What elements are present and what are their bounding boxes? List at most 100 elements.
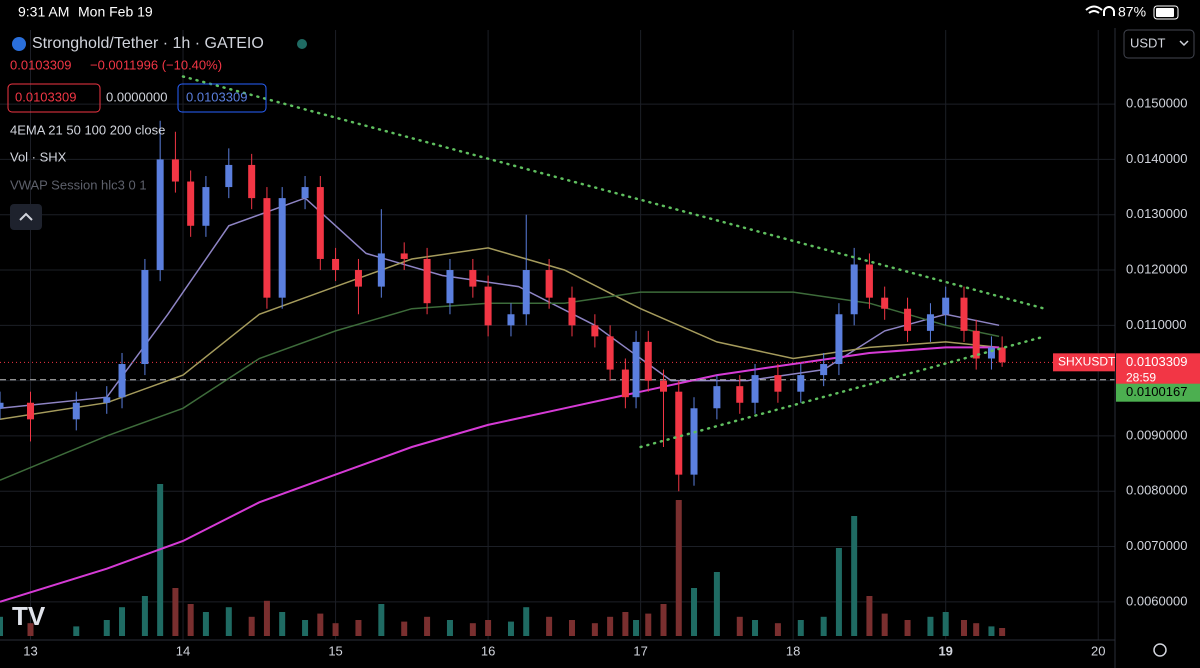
candle-body [713, 386, 721, 409]
plot-area [0, 30, 1115, 640]
battery-icon [1153, 5, 1179, 20]
y-tick-label: 0.0140000 [1126, 151, 1187, 166]
currency-selector[interactable] [1123, 29, 1195, 59]
candle-body [774, 375, 782, 392]
volume-bar [774, 623, 781, 636]
candle-body [469, 270, 477, 287]
candle-body [632, 341, 640, 398]
volume-bar [263, 600, 270, 636]
volume-bar [546, 616, 553, 636]
volume-bar [591, 623, 598, 636]
status-date: Mon Feb 19 [78, 4, 153, 20]
volume-bar [691, 588, 698, 636]
volume-bar [973, 623, 980, 636]
candle-body [301, 187, 309, 199]
candle-body [545, 270, 553, 298]
candle-body [621, 369, 629, 398]
volume-bar [736, 616, 743, 636]
y-tick-label: 0.0070000 [1126, 538, 1187, 553]
candle-body [0, 402, 4, 409]
candle-body [202, 187, 210, 226]
volume-bar [225, 607, 232, 636]
volume-bar [752, 620, 759, 636]
buy-price: 0.0103309 [186, 89, 247, 104]
trend-line [181, 75, 1047, 310]
volume-bar [523, 607, 530, 636]
candle-body [606, 336, 614, 370]
symbol-tag-label: SHXUSDT [1058, 354, 1116, 368]
status-time: 9:31 AM [18, 4, 69, 20]
indicator-legend[interactable]: VWAP Session hlc3 0 1 [10, 177, 147, 192]
volume-bar [851, 516, 858, 636]
volume-bar [187, 604, 194, 636]
candle-body [987, 347, 995, 359]
buy-button[interactable] [177, 83, 267, 113]
volume-bar [927, 616, 934, 636]
volume-bar [607, 616, 614, 636]
candle-body [507, 314, 515, 326]
candle-body [316, 187, 324, 259]
last-price-label: 0.0103309 [1126, 354, 1187, 369]
volume-bar [568, 620, 575, 636]
price-change: −0.0011996 (−10.40%) [90, 57, 222, 72]
volume-bar [424, 616, 431, 636]
volume-bar [881, 613, 888, 636]
x-tick-label: 20 [1091, 643, 1105, 658]
volume-bar [141, 596, 148, 636]
currency-label: USDT [1130, 35, 1165, 50]
battery-percent: 87% [1118, 4, 1146, 20]
collapse-icon [19, 212, 33, 221]
candle-body [225, 164, 233, 188]
volume-bar [960, 620, 967, 636]
symbol-tag [1053, 353, 1115, 372]
candle-body [278, 198, 286, 298]
sell-button[interactable] [7, 83, 101, 113]
volume-bar [904, 620, 911, 636]
battery-level [1156, 8, 1174, 17]
volume-bar [446, 620, 453, 636]
candle-body [591, 325, 599, 337]
candle-body [797, 375, 805, 392]
candle-body [248, 164, 256, 199]
collapse-button[interactable] [10, 204, 42, 230]
y-tick-label: 0.0090000 [1126, 427, 1187, 442]
candle-body [27, 402, 35, 420]
last-price: 0.0103309 [10, 57, 71, 72]
candle-body [926, 314, 934, 331]
volume-bar [172, 588, 179, 636]
volume-bar [317, 613, 324, 636]
x-tick-label: 19 [938, 643, 952, 658]
headphones-icon [1103, 6, 1115, 16]
volume-bar [202, 612, 209, 636]
candle-body [690, 408, 698, 475]
indicator-legend[interactable]: 4EMA 21 50 100 200 close [10, 122, 165, 137]
candle-body [72, 402, 80, 420]
settings-icon[interactable] [1153, 643, 1167, 657]
candle-body [171, 159, 179, 182]
volume-bar [675, 500, 682, 636]
y-tick-label: 0.0130000 [1126, 206, 1187, 221]
volume-bar [73, 626, 80, 636]
candle-body [187, 181, 195, 226]
candle-body [484, 286, 492, 326]
candle-body [118, 364, 126, 398]
volume-bar [622, 612, 629, 636]
indicator-legend[interactable]: Vol · SHX [10, 149, 67, 164]
volume-bar [713, 572, 720, 636]
x-tick-label: 15 [328, 643, 342, 658]
symbol-title[interactable]: Stronghold/Tether · 1h · GATEIO [32, 35, 264, 52]
volume-bar [835, 548, 842, 636]
candle-body [141, 270, 149, 365]
x-tick-label: 13 [23, 643, 37, 658]
candle-body [751, 375, 759, 403]
candle-body [522, 270, 530, 315]
volume-bar [942, 612, 949, 636]
wifi-icon [1085, 5, 1103, 14]
volume-bar [660, 604, 667, 636]
y-tick-label: 0.0110000 [1126, 317, 1187, 332]
sell-price: 0.0103309 [15, 89, 76, 104]
ema-line [0, 197, 1000, 410]
volume-bar [866, 596, 873, 636]
volume-bar [401, 621, 408, 636]
